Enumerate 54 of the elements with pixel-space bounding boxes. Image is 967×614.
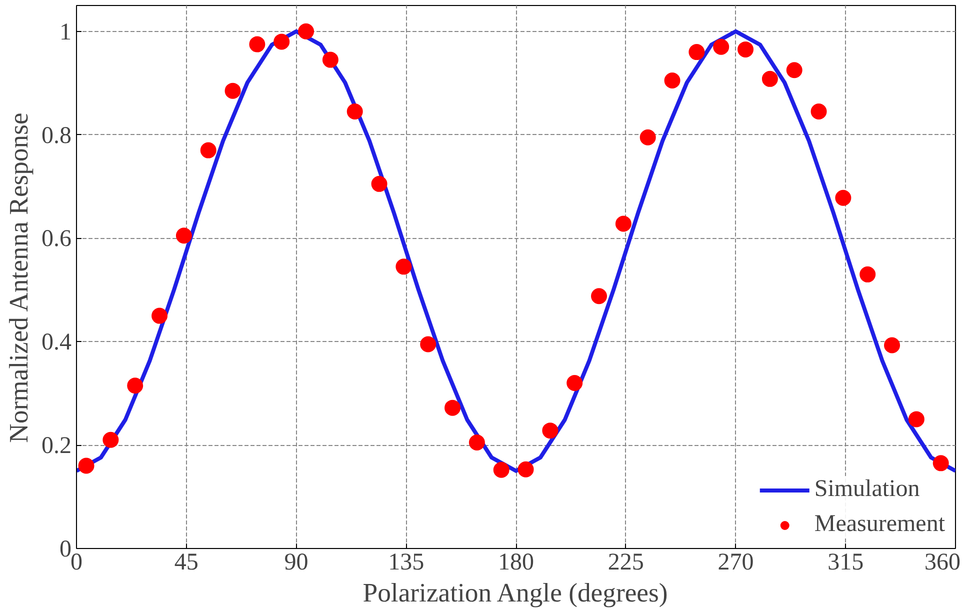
x-tick-label: 180 [498,550,534,576]
point [713,38,730,55]
point [762,70,778,87]
point [810,104,827,120]
y-tick-label: 0.4 [42,330,72,356]
x-tick-label: 360 [924,550,960,576]
point [688,44,705,60]
point [493,462,510,478]
x-tick-label: 315 [828,550,864,576]
point [518,461,534,478]
point [542,422,558,439]
point [274,34,290,50]
point [102,432,119,448]
point [200,142,216,158]
legend-label: Measurement [814,511,945,538]
x-axis-title: Polarization Angle (degrees) [362,578,668,608]
point [224,82,241,99]
point [835,190,852,206]
point [884,337,900,354]
legend-label: Simulation [814,476,920,503]
x-tick-label: 270 [718,550,754,576]
point [176,228,192,244]
point [908,411,924,428]
point [566,375,583,391]
y-tick-label: 0.8 [42,122,72,149]
point [346,104,363,120]
y-tick-label: 0.2 [42,433,72,460]
point [78,458,94,474]
x-tick-label: 225 [608,550,644,576]
point [298,23,314,40]
point [127,378,144,394]
point [738,41,754,58]
point [371,176,388,192]
point [322,52,338,68]
x-tick-label: 135 [388,550,424,576]
point [932,455,949,472]
point [396,258,412,275]
y-axis-title: Normalized Antenna Response [4,112,34,443]
point [420,336,436,352]
x-tick-label: 90 [284,550,308,576]
point [615,216,632,232]
point [591,288,608,304]
point [640,129,656,146]
y-tick-label: 0.6 [42,226,72,252]
point [152,308,168,324]
line-series [76,29,956,473]
point [860,266,876,282]
point [444,400,461,416]
point [249,36,266,52]
point [664,72,680,88]
x-tick-label: 45 [174,550,198,576]
point [468,434,485,450]
y-tick-label: 1 [60,19,72,46]
point [786,62,802,78]
